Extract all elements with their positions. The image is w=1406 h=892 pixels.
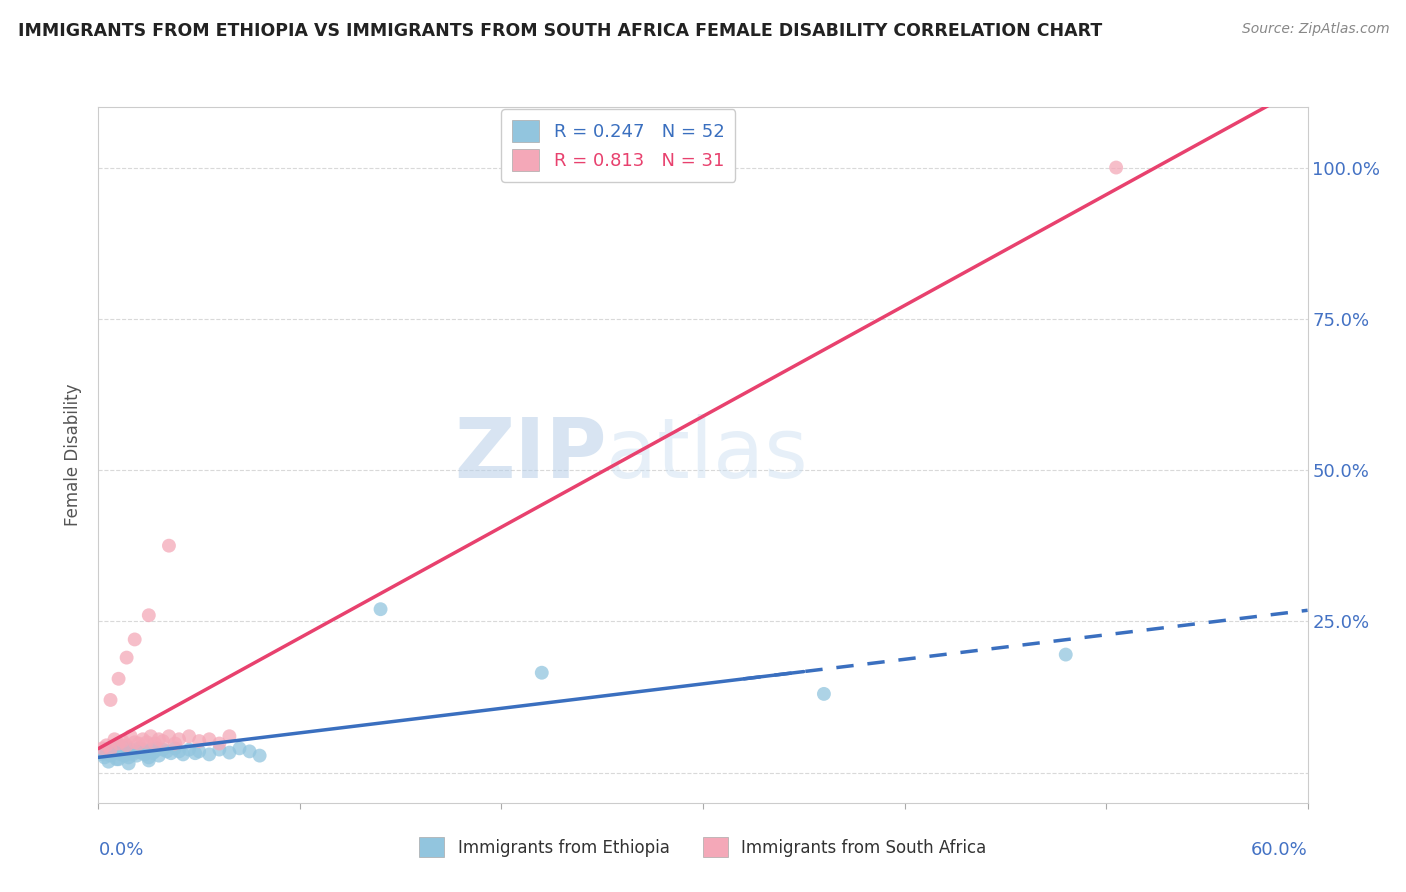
Point: [139, 729, 162, 743]
Point: [530, 665, 553, 680]
Point: [111, 744, 134, 758]
Point: [228, 741, 250, 756]
Point: [138, 750, 160, 764]
Point: [218, 729, 240, 743]
Point: [143, 744, 166, 758]
Point: [101, 746, 124, 760]
Point: [163, 737, 186, 751]
Point: [100, 693, 122, 707]
Point: [93, 750, 115, 764]
Point: [97, 755, 120, 769]
Point: [1105, 161, 1128, 175]
Text: 60.0%: 60.0%: [1251, 841, 1308, 859]
Point: [115, 740, 138, 755]
Point: [172, 747, 194, 762]
Point: [142, 746, 165, 760]
Point: [107, 672, 129, 686]
Point: [239, 744, 262, 758]
Point: [128, 741, 150, 756]
Point: [121, 747, 143, 762]
Text: Source: ZipAtlas.com: Source: ZipAtlas.com: [1241, 22, 1389, 37]
Point: [124, 744, 146, 758]
Legend: Immigrants from Ethiopia, Immigrants from South Africa: Immigrants from Ethiopia, Immigrants fro…: [413, 830, 993, 864]
Text: 0.0%: 0.0%: [98, 841, 143, 859]
Point: [115, 650, 138, 665]
Point: [100, 742, 122, 756]
Point: [132, 732, 155, 747]
Point: [188, 734, 211, 748]
Point: [208, 737, 231, 751]
Point: [125, 748, 148, 763]
Point: [97, 741, 120, 756]
Point: [218, 746, 240, 760]
Point: [157, 729, 180, 743]
Point: [124, 735, 146, 749]
Point: [179, 729, 201, 743]
Point: [107, 737, 129, 751]
Point: [120, 729, 142, 743]
Point: [135, 735, 157, 749]
Point: [120, 742, 142, 756]
Point: [152, 742, 174, 756]
Point: [146, 741, 169, 756]
Text: atlas: atlas: [606, 415, 808, 495]
Point: [813, 687, 835, 701]
Point: [138, 754, 160, 768]
Point: [91, 747, 114, 762]
Point: [208, 742, 231, 756]
Point: [135, 744, 157, 758]
Y-axis label: Female Disability: Female Disability: [65, 384, 83, 526]
Point: [96, 739, 118, 753]
Point: [249, 748, 271, 763]
Point: [157, 539, 180, 553]
Point: [167, 744, 190, 758]
Point: [107, 739, 129, 753]
Point: [103, 732, 125, 747]
Point: [128, 737, 150, 751]
Point: [156, 744, 179, 758]
Point: [138, 608, 160, 623]
Point: [198, 747, 221, 762]
Point: [134, 747, 156, 762]
Point: [1054, 648, 1077, 662]
Point: [163, 741, 186, 756]
Point: [152, 734, 174, 748]
Point: [148, 748, 170, 763]
Point: [132, 742, 155, 756]
Point: [370, 602, 392, 616]
Point: [124, 632, 146, 647]
Point: [198, 732, 221, 747]
Point: [167, 732, 190, 747]
Point: [114, 748, 136, 763]
Point: [103, 742, 125, 756]
Point: [100, 748, 122, 763]
Point: [111, 734, 134, 748]
Point: [160, 746, 183, 760]
Point: [179, 742, 201, 756]
Point: [91, 741, 114, 756]
Point: [188, 744, 211, 758]
Text: ZIP: ZIP: [454, 415, 606, 495]
Point: [143, 737, 166, 751]
Point: [129, 746, 152, 760]
Point: [184, 746, 207, 760]
Point: [139, 742, 162, 756]
Point: [107, 752, 129, 766]
Text: IMMIGRANTS FROM ETHIOPIA VS IMMIGRANTS FROM SOUTH AFRICA FEMALE DISABILITY CORRE: IMMIGRANTS FROM ETHIOPIA VS IMMIGRANTS F…: [18, 22, 1102, 40]
Point: [118, 756, 141, 771]
Point: [105, 752, 128, 766]
Point: [110, 747, 132, 762]
Point: [148, 732, 170, 747]
Point: [96, 744, 118, 758]
Point: [115, 739, 138, 753]
Point: [118, 750, 141, 764]
